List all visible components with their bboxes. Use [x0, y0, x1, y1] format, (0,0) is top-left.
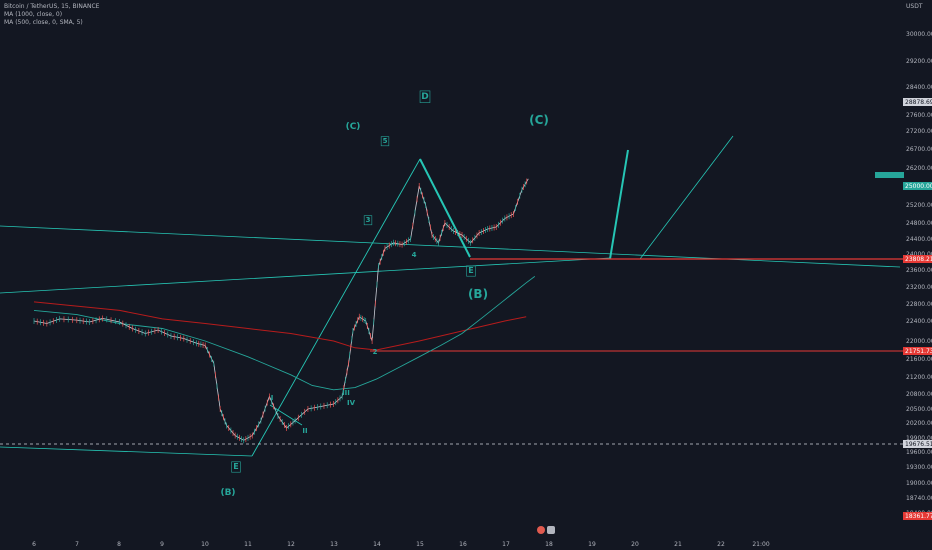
wave-label: E	[468, 266, 473, 275]
x-tick-label: 10	[201, 541, 209, 548]
ma1000-line	[33, 301, 527, 351]
ascending-trendline	[0, 257, 611, 294]
wave-label: 2	[373, 348, 378, 356]
price-tag-label: 18361.77	[905, 513, 932, 520]
wave-label-box	[466, 265, 476, 277]
wave-label-box	[380, 136, 390, 147]
y-tick-label: 18740.00	[906, 495, 932, 502]
x-tick-label: 9	[160, 541, 164, 548]
x-tick-label: 11	[244, 541, 252, 548]
x-tick-label: 16	[459, 541, 467, 548]
legend-ma500: MA (500, close, 0, SMA, 5)	[4, 19, 83, 26]
x-tick-label: 7	[75, 541, 79, 548]
price-tag	[903, 440, 932, 448]
price-tag-label: 19676.51	[905, 441, 932, 448]
price-tag	[903, 512, 932, 520]
price-tag	[903, 255, 932, 263]
wave-label: 4	[412, 251, 417, 259]
y-tick-label: 23600.00	[906, 267, 932, 274]
wave-label: 3	[366, 216, 371, 224]
currency-label: USDT	[906, 3, 923, 10]
y-tick-label: 19900.00	[906, 435, 932, 442]
y-tick-label: 23200.00	[906, 284, 932, 291]
axes-layer: USDT30000.0029200.0028400.0027600.002720…	[32, 3, 932, 548]
wave-label: (C)	[529, 113, 549, 127]
price-tag	[903, 98, 932, 106]
wave-down-line	[419, 158, 471, 258]
price-tag	[903, 182, 932, 190]
wave-label: III	[342, 389, 350, 397]
wave-label-box	[231, 461, 241, 473]
wave-label: (C)	[346, 122, 361, 132]
y-tick-label: 20500.00	[906, 406, 932, 413]
y-tick-label: 21600.00	[906, 356, 932, 363]
wave-label: II	[302, 427, 307, 435]
x-tick-label: 19	[588, 541, 596, 548]
x-tick-label: 20	[631, 541, 639, 548]
y-tick-label: 24400.00	[906, 236, 932, 243]
chart-legend: Bitcoin / TetherUS, 15, BINANCE MA (1000…	[4, 3, 99, 27]
x-tick-label: 13	[330, 541, 338, 548]
x-tick-label: 8	[117, 541, 121, 548]
target-zone-box	[875, 172, 904, 178]
x-tick-label: 6	[32, 541, 36, 548]
y-tick-label: 26200.00	[906, 165, 932, 172]
y-tick-label: 24000.00	[906, 251, 932, 258]
wave-label: I	[271, 394, 274, 402]
wave-label: D	[421, 92, 428, 102]
x-tick-label: 18	[545, 541, 553, 548]
y-tick-label: 22800.00	[906, 301, 932, 308]
price-tag-label: 25000.00	[905, 183, 932, 190]
x-tick-label: 17	[502, 541, 510, 548]
y-tick-label: 27600.00	[906, 112, 932, 119]
wave-label: (B)	[220, 488, 235, 498]
x-tick-label: 22	[717, 541, 725, 548]
y-tick-label: 20800.00	[906, 391, 932, 398]
price-tag-label: 21751.73	[905, 348, 932, 355]
wave-up-line	[251, 158, 421, 457]
wave-label-box	[363, 215, 373, 226]
y-tick-label: 25200.00	[906, 202, 932, 209]
x-tick-label: 21:00	[752, 541, 769, 548]
y-tick-label: 29200.00	[906, 58, 932, 65]
tradingview-logo-icon[interactable]	[536, 525, 556, 535]
wave-label-box	[419, 90, 431, 103]
x-tick-label: 12	[287, 541, 295, 548]
y-tick-label: 21200.00	[906, 374, 932, 381]
drawings-layer	[0, 135, 904, 457]
y-tick-label: 30000.00	[906, 31, 932, 38]
series-layer	[33, 178, 536, 444]
y-tick-label: 24800.00	[906, 220, 932, 227]
y-tick-label: 27200.00	[906, 128, 932, 135]
x-tick-label: 14	[373, 541, 381, 548]
legend-ma1000: MA (1000, close, 0)	[4, 11, 63, 18]
y-tick-label: 20200.00	[906, 420, 932, 427]
legend-symbol: Bitcoin / TetherUS, 15, BINANCE	[4, 3, 100, 10]
y-tick-label: 26700.00	[906, 146, 932, 153]
price-tag-label: 28878.69	[905, 99, 932, 106]
projection-channel-line	[639, 135, 734, 260]
projection-up-line	[609, 149, 629, 260]
y-tick-label: 19000.00	[906, 480, 932, 487]
y-tick-label: 19300.00	[906, 464, 932, 471]
wave-label: (B)	[468, 287, 488, 301]
price-tag	[903, 347, 932, 355]
price-tags-layer: 25000.00 28878.69 23808.21 21751.73 19676.51…	[903, 98, 932, 520]
wave-label: E	[233, 462, 238, 471]
descending-trendline	[0, 225, 901, 268]
lower-trendline	[0, 446, 253, 457]
price-tag-label: 23808.21	[905, 256, 932, 263]
ma500-line	[33, 276, 536, 391]
y-tick-label: 19600.00	[906, 449, 932, 456]
wave-label: IV	[347, 399, 356, 407]
wave-label: 5	[383, 137, 388, 145]
x-tick-label: 15	[416, 541, 424, 548]
wave-ii-line	[269, 404, 303, 426]
y-tick-label: 28400.00	[906, 84, 932, 91]
y-tick-label: 22000.00	[906, 338, 932, 345]
x-tick-label: 21	[674, 541, 682, 548]
y-tick-label: 22400.00	[906, 318, 932, 325]
